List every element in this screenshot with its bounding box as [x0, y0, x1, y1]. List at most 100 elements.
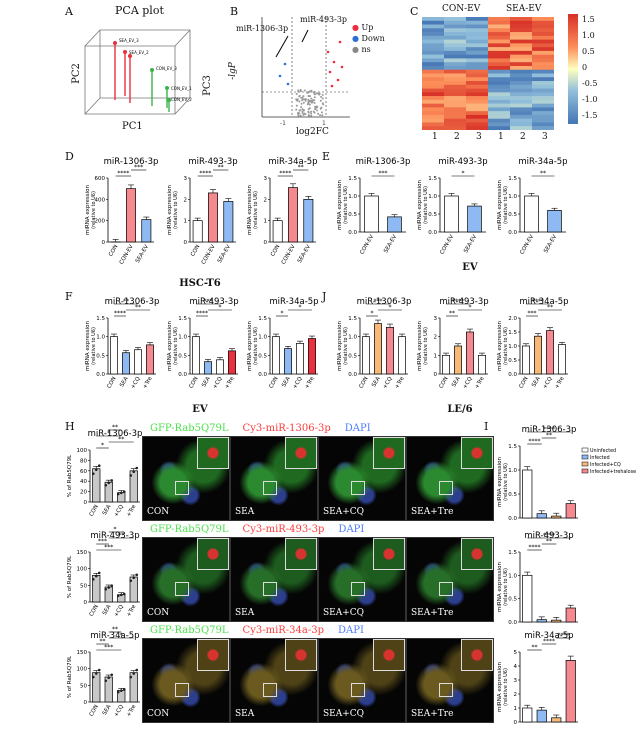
x-tick-label: SEA-EV — [463, 234, 478, 254]
x-tick-label: SEA-EV — [297, 244, 312, 264]
volcano-point — [301, 108, 304, 111]
volcano-point — [308, 107, 311, 110]
heatmap-cell — [510, 20, 532, 25]
heatmap-cell — [466, 77, 488, 82]
data-dot — [97, 464, 101, 468]
data-dot — [104, 587, 108, 591]
chart-title: miR-34a-5p — [90, 631, 139, 641]
y-tick-label: 0.0 — [508, 516, 517, 522]
sig-label: ** — [532, 644, 538, 651]
heatmap-cell — [466, 32, 488, 37]
data-dot — [122, 490, 126, 494]
x-tick-label: SEA — [281, 376, 292, 388]
chart-title: miR-1306-3p — [88, 429, 143, 439]
bar — [534, 335, 542, 375]
heatmap-cell — [466, 88, 488, 93]
volcano-point — [308, 103, 311, 106]
bar — [522, 574, 533, 623]
heatmap-cell — [510, 114, 532, 119]
x-tick-label: CON — [270, 244, 281, 258]
y-axis-label: miRNA expression — [247, 184, 253, 235]
legend-swatch — [581, 461, 589, 467]
heatmap-cell — [510, 39, 532, 44]
heatmap-cell — [466, 47, 488, 52]
heatmap-cell — [510, 17, 532, 22]
legend-swatch — [581, 454, 589, 460]
y-tick-label: 150 — [77, 650, 88, 656]
y-axis-label-sub: (relative to U6) — [173, 191, 179, 229]
heatmap-cell — [466, 73, 488, 78]
heatmap-cell — [444, 118, 466, 123]
y-tick-label: 1.5 — [508, 176, 517, 182]
heatmap-cell — [422, 65, 444, 71]
volcano-point — [307, 98, 310, 101]
volcano-point — [297, 90, 300, 93]
heatmap-cell — [510, 126, 532, 130]
heatmap-cell — [422, 50, 444, 55]
cb-tick: 0.5 — [582, 47, 595, 56]
cb-tick: 1.0 — [582, 31, 595, 40]
heatmap-cell — [488, 77, 510, 82]
heatmap-cell — [488, 58, 510, 63]
chart-title: miR-34a-5p — [519, 297, 568, 307]
x-tick-label: +Tre — [304, 375, 316, 390]
micrograph: SEA+CQ — [318, 638, 406, 723]
bar — [478, 354, 486, 375]
heatmap-cell — [510, 58, 532, 63]
data-dot — [135, 573, 139, 577]
data-dot — [129, 579, 133, 583]
y-axis-label-sub: (relative to U6) — [423, 327, 429, 365]
heatmap-cell — [532, 20, 554, 25]
data-dot — [94, 574, 98, 578]
cb-tick: 0 — [582, 63, 588, 72]
volcano-point — [315, 105, 318, 108]
channel-header: GFP-Rab5Q79L Cy3-miR-493-3p DAPI — [150, 524, 364, 535]
y-tick-label: 60 — [80, 469, 87, 475]
sig-label: * — [120, 632, 123, 639]
heatmap-cell — [510, 88, 532, 93]
y-axis-label: miRNA expression — [497, 661, 503, 712]
legend-down: ● Down — [352, 34, 385, 43]
volcano-legend: ● Up ● Down ● ns — [352, 22, 385, 55]
data-dot — [110, 479, 114, 482]
chart-title: miR-1306-3p — [356, 157, 410, 167]
heatmap-cell — [510, 118, 532, 123]
heatmap-cell — [466, 114, 488, 119]
volcano-annotation-1306: miR-1306-3p — [236, 24, 289, 33]
heatmap-cell — [466, 126, 488, 130]
bar — [272, 220, 283, 243]
y-axis-label: miRNA expression — [497, 561, 503, 612]
y-axis-label: % of Rab5Q79L — [67, 454, 73, 497]
volcano-point — [319, 107, 322, 110]
label-green-channel: GFP-Rab5Q79L — [150, 625, 229, 636]
y-tick-label: 150 — [77, 550, 88, 556]
bar — [565, 660, 576, 723]
sig-label: ** — [118, 532, 124, 539]
sig-label: ** — [540, 170, 546, 177]
bar — [467, 205, 482, 233]
y-tick-label: 2 — [434, 335, 438, 341]
volcano-point — [313, 93, 316, 96]
heatmap-cell — [510, 81, 532, 86]
data-dot — [91, 675, 95, 679]
data-dot — [132, 470, 136, 474]
y-tick-label: 50 — [80, 683, 87, 689]
heatmap-cell — [510, 103, 532, 108]
zoom-inset — [197, 437, 229, 469]
volcano-point — [298, 94, 301, 97]
caption-le6: LE/6 — [447, 404, 473, 415]
data-dot — [104, 679, 108, 683]
roi-box — [439, 683, 453, 697]
legend-up-label: Up — [361, 23, 374, 32]
volcano-point — [297, 114, 300, 117]
heatmap-cell — [532, 88, 554, 93]
bar — [284, 348, 292, 375]
heatmap-cell — [532, 35, 554, 40]
colorbar-ticks: 1.5 1.0 0.5 0 -0.5 -1.0 -1.5 — [582, 12, 597, 124]
zoom-inset — [373, 538, 405, 570]
panel-label-j: J — [322, 290, 327, 303]
heatmap-cell — [488, 96, 510, 101]
sig-label: **** — [532, 298, 544, 305]
panel-label-c: C — [410, 5, 419, 18]
volcano-point — [320, 111, 323, 114]
